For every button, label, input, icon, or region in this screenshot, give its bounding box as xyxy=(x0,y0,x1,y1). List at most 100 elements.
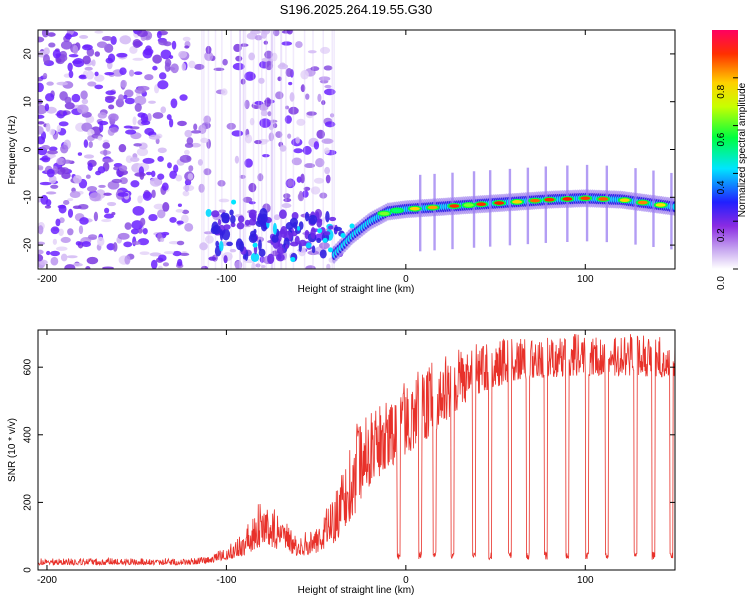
heatmap-cell xyxy=(38,136,46,145)
heatmap-cell xyxy=(50,250,60,257)
heatmap-cell xyxy=(119,177,128,185)
heatmap-cell xyxy=(148,213,158,222)
heatmap-cell xyxy=(106,201,117,207)
heatmap-cell xyxy=(136,147,149,157)
heatmap-cell xyxy=(97,166,106,174)
heatmap-cell xyxy=(323,231,331,236)
heatmap-cell xyxy=(184,129,193,138)
heatmap-cell xyxy=(264,50,273,59)
heatmap-cell xyxy=(64,264,76,269)
heatmap-cell xyxy=(152,112,164,119)
heatmap-cell xyxy=(213,67,225,72)
heatmap-cell xyxy=(87,162,93,172)
heatmap-cell xyxy=(305,242,312,249)
heatmap-cell xyxy=(220,88,228,96)
heatmap-cell xyxy=(272,222,277,235)
heatmap-cell xyxy=(103,149,108,157)
heatmap-cell xyxy=(160,49,172,60)
heatmap-cell xyxy=(161,182,169,191)
heatmap-streak xyxy=(239,30,241,269)
heatmap-cell xyxy=(261,154,270,158)
heatmap-cell xyxy=(145,171,153,176)
heatmap-cell xyxy=(71,93,81,103)
heatmap-cell xyxy=(246,32,258,40)
heatmap-cell xyxy=(187,173,194,180)
heatmap-streak xyxy=(331,30,333,269)
heatmap-cell xyxy=(160,106,167,114)
heatmap-cell xyxy=(302,145,312,155)
heatmap-cell xyxy=(250,252,260,263)
heatmap-cell xyxy=(50,256,59,266)
heatmap-cell xyxy=(218,198,230,203)
heatmap-cell xyxy=(48,42,56,48)
heatmap-cell xyxy=(157,209,166,219)
heatmap-cell xyxy=(97,135,103,141)
heatmap-cell xyxy=(176,240,185,246)
heatmap-cell xyxy=(98,184,106,188)
heatmap-cell xyxy=(296,118,306,126)
heatmap-streak xyxy=(333,30,335,269)
heatmap-streak xyxy=(271,30,273,269)
heatmap-cell xyxy=(177,203,182,207)
heatmap-cell xyxy=(139,251,150,256)
heatmap-cell xyxy=(142,157,155,164)
heatmap-cell xyxy=(287,133,292,139)
heatmap-cell xyxy=(112,242,118,252)
heatmap-cell xyxy=(184,223,194,232)
heatmap-cell xyxy=(327,247,333,253)
heatmap-cell xyxy=(137,112,146,118)
heatmap-cell xyxy=(86,256,99,265)
heatmap-cell xyxy=(321,138,334,144)
heatmap-cell xyxy=(139,217,146,227)
heatmap-streak xyxy=(230,30,232,269)
heatmap-cell xyxy=(248,201,256,205)
heatmap-cell xyxy=(47,153,57,158)
heatmap-cell xyxy=(156,30,162,39)
heatmap-cell xyxy=(94,84,104,90)
heatmap-cell xyxy=(254,34,263,41)
heatmap-cell xyxy=(234,260,243,269)
heatmap-cell xyxy=(124,222,132,230)
heatmap-cell xyxy=(218,240,224,252)
heatmap-cell xyxy=(273,214,281,221)
heatmap-cell xyxy=(235,238,243,251)
heatmap-cell xyxy=(313,141,320,150)
heatmap-cell xyxy=(82,55,91,65)
heatmap-streak xyxy=(312,30,314,269)
heatmap-cell xyxy=(244,71,256,81)
heatmap-streak xyxy=(239,30,241,269)
heatmap-cell xyxy=(285,105,290,110)
heatmap-cell xyxy=(349,223,355,229)
heatmap-cell xyxy=(204,51,214,62)
heatmap-cell xyxy=(223,224,231,230)
heatmap-cell xyxy=(304,211,310,222)
heatmap-cell xyxy=(67,208,74,218)
heatmap-cell xyxy=(306,111,317,116)
heatmap-cell xyxy=(83,139,89,148)
heatmap-cell xyxy=(60,144,69,154)
heatmap-cell xyxy=(160,237,165,243)
heatmap-cell xyxy=(263,40,268,45)
heatmap-cell xyxy=(264,60,274,71)
heatmap-cell xyxy=(289,92,295,102)
heatmap-cell xyxy=(194,63,205,70)
heatmap-cell xyxy=(326,263,331,269)
heatmap-cell xyxy=(97,112,107,119)
heatmap-streak xyxy=(214,30,217,269)
heatmap-cell xyxy=(254,139,263,145)
heatmap-cell xyxy=(150,259,158,269)
heatmap-cell xyxy=(260,109,268,117)
heatmap-cell xyxy=(157,156,164,162)
spectrogram-x-ticks: -200 -100 0 100 xyxy=(37,30,594,285)
heatmap-cell xyxy=(157,147,167,154)
heatmap-cell xyxy=(97,236,105,247)
heatmap-cell xyxy=(219,229,224,241)
heatmap-cell xyxy=(64,96,72,104)
heatmap-cell xyxy=(47,32,56,37)
ridge-spike xyxy=(634,168,637,245)
heatmap-cell xyxy=(91,59,96,67)
heatmap-cell xyxy=(275,91,284,100)
heatmap-cell xyxy=(221,228,231,241)
heatmap-cell xyxy=(42,72,48,79)
ridge-hot-spot xyxy=(476,202,487,207)
